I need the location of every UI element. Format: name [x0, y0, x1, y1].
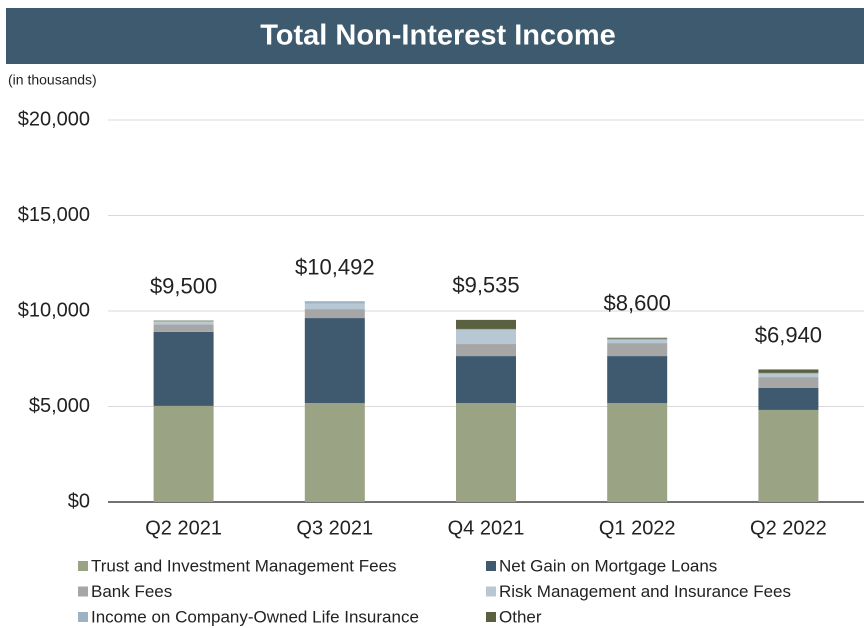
bar-segment: [153, 324, 214, 332]
total-label: $10,492: [295, 254, 375, 279]
legend-swatch: [78, 561, 88, 571]
legend-label: Other: [499, 607, 542, 626]
bar-segment: [304, 302, 365, 304]
legend-label: Trust and Investment Management Fees: [91, 556, 397, 575]
bar-segment: [607, 403, 668, 502]
total-label: $9,535: [452, 273, 519, 298]
bar-segment: [456, 344, 516, 357]
bar-segment: [456, 328, 516, 331]
legend-label: Bank Fees: [91, 582, 172, 601]
chart-title: Total Non-Interest Income: [260, 20, 616, 52]
bar-segment: [607, 340, 668, 344]
bar-segment: [758, 377, 819, 388]
bar-segment: [607, 343, 668, 357]
bar-segment: [153, 331, 214, 406]
legend-label: Net Gain on Mortgage Loans: [499, 556, 717, 575]
x-tick-label: Q1 2022: [599, 517, 676, 539]
bar-segment: [304, 309, 365, 319]
y-tick-label: $15,000: [18, 204, 90, 226]
x-tick-label: Q3 2021: [296, 517, 373, 539]
bar-segment: [607, 338, 668, 341]
bar-segment: [304, 403, 365, 502]
y-tick-label: $5,000: [29, 395, 90, 417]
y-tick-label: $20,000: [18, 108, 90, 130]
bar-segment: [758, 387, 819, 410]
x-tick-label: Q2 2022: [750, 517, 827, 539]
total-label: $8,600: [604, 291, 671, 316]
bar-segment: [153, 405, 214, 502]
bar-segment: [758, 409, 819, 502]
bar-segment: [607, 337, 668, 339]
title-band: [6, 8, 864, 64]
bar-segment: [456, 403, 516, 502]
x-tick-label: Q2 2021: [145, 517, 222, 539]
bar-segment: [758, 374, 819, 378]
x-tick-label: Q4 2021: [448, 517, 525, 539]
total-label: $6,940: [755, 322, 822, 347]
bar-segment: [758, 369, 819, 373]
total-label: $9,500: [150, 273, 217, 298]
bar-segment: [607, 356, 668, 404]
bar-segment: [304, 318, 365, 404]
legend-swatch: [486, 612, 496, 622]
bar-segment: [153, 322, 214, 325]
subtitle: (in thousands): [8, 72, 97, 88]
bar-segment: [758, 372, 819, 375]
bar-segment: [456, 319, 516, 329]
bar-segment: [456, 330, 516, 345]
legend-swatch: [486, 561, 496, 571]
bar-segment: [456, 356, 516, 404]
legend-swatch: [78, 586, 88, 597]
y-tick-label: $10,000: [18, 299, 90, 321]
legend-swatch: [78, 612, 88, 622]
bar-segment: [153, 320, 214, 323]
legend-swatch: [486, 586, 496, 597]
legend-label: Risk Management and Insurance Fees: [499, 582, 791, 601]
legend-label: Income on Company-Owned Life Insurance: [91, 607, 419, 626]
y-tick-label: $0: [68, 490, 90, 512]
bar-segment: [304, 303, 365, 310]
